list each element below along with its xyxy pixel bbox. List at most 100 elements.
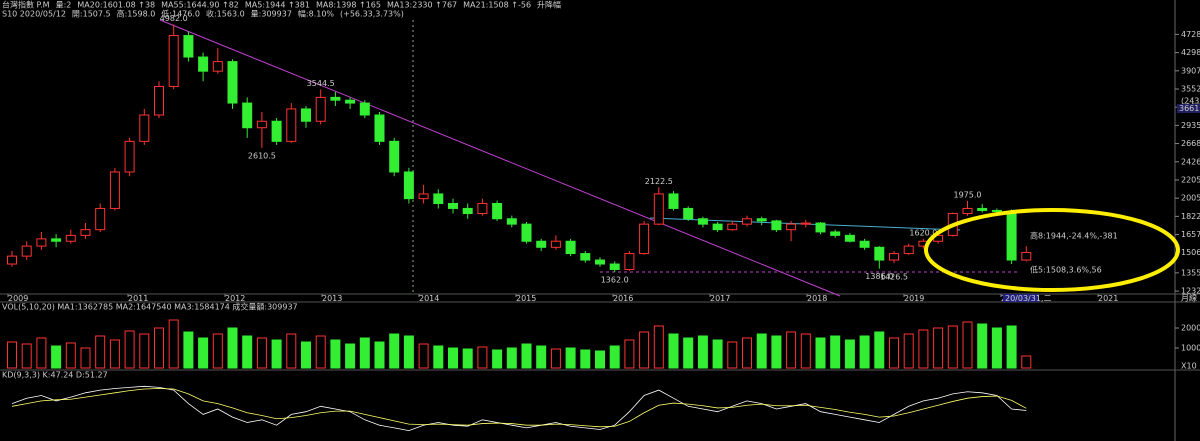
header-item: MA5:1944 ↑381 [245,1,310,10]
x-tick-label: 2011 [128,294,148,303]
volume-bar [51,345,62,369]
header-item: MA8:1398 ↑165 [316,1,381,10]
date-label: 20/03/31,二 [1005,294,1051,303]
volume-bar [286,333,297,369]
volume-bar [580,349,591,369]
volume-bar [374,341,385,369]
candle-body [903,245,914,255]
y-tick-label: 2005.2 [1181,194,1200,203]
kd-line [11,388,1027,428]
volume-bar [154,327,164,369]
header-item: MA20:1601.08 ↑38 [77,1,155,10]
volume-bar [315,335,326,369]
volume-bar [389,333,400,369]
volume-bar [109,339,120,369]
volume-bar [550,348,561,369]
candle-body [756,218,767,222]
candle-body [286,108,297,142]
candle-body [139,114,150,142]
volume-bar [933,327,944,369]
candle-body [21,245,32,257]
x-tick-label: 2019 [904,294,924,303]
candle-body [506,218,517,225]
volume-bar [595,350,605,369]
candle-body [330,96,341,101]
volume-bar [271,339,282,369]
y-tick-label: 3907.5 [1181,66,1200,75]
candle-body [95,207,106,231]
header-item: MA21:1508 ↑-56 [463,1,531,10]
volume-bar [727,341,738,369]
price-annotation: 1426.5 [880,273,908,282]
y-tick-label: 100000 [1181,344,1200,353]
price-annotation: 3544.5 [307,79,335,88]
highlight-ellipse [924,208,1180,292]
candle-body [830,231,841,236]
volume-bar [668,333,679,369]
volume-bar [1021,355,1032,369]
scale-label: X10 [1181,362,1197,371]
y-tick-label: 4728.9 [1181,30,1200,39]
candle-body [301,108,311,122]
candle-body [771,220,782,231]
volume-bar [624,339,635,369]
x-tick-label: 2018 [807,294,827,303]
candle-body [859,240,870,248]
candle-body [742,218,752,225]
panel-title: KD(9,3,3) K:47.24 D:51.27 [2,371,108,380]
volume-bar [565,347,576,369]
date-box [1003,294,1039,302]
y-tick-label: 3552.2 [1181,85,1200,94]
volume-bar [742,337,752,369]
header-item: 收:1563.0 [206,9,245,19]
volume-bar [962,321,973,369]
volume-bar [168,319,179,369]
x-tick-label: 2012 [225,294,245,303]
y-tick-label: 1657.2 [1181,230,1200,239]
candle-body [51,238,62,242]
volume-bar [124,330,135,369]
candle-body [448,202,458,209]
candle-body [962,207,973,215]
candle-body [80,229,91,236]
period-label: 月線 [1181,293,1197,303]
candle-body [492,202,503,220]
volume-bar [21,343,32,369]
volume-bar [918,329,929,369]
candle-body [256,120,267,129]
volume-bar [874,331,885,369]
volume-bar [1006,325,1017,369]
volume-bar [403,335,414,369]
x-tick-label: 2009 [8,294,28,303]
candle-body [580,253,591,261]
volume-bar [227,327,238,369]
header-item: 升降幅 [537,0,561,10]
volume-bar [786,331,797,369]
volume-bar [859,335,870,369]
header-item: MA55:1644.90 ↑82 [161,1,239,10]
y-tick-label: 2668.9 [1181,139,1200,148]
volume-bar [903,333,914,369]
candle-body [683,207,694,220]
candle-body [403,171,414,200]
volume-bar [609,345,620,369]
y-tick-label: 2426.3 [1181,157,1200,166]
candle-body [668,193,679,209]
volume-bar [977,323,988,369]
candle-body [609,263,620,270]
candle-body [462,207,473,215]
volume-bar [301,341,311,369]
candle-body [227,61,238,104]
candle-body [477,202,488,215]
volume-bar [36,337,47,369]
volume-bar [477,346,488,369]
candle-body [977,207,988,211]
volume-bar [359,337,370,369]
candle-body [697,218,708,225]
candle-body [109,171,120,209]
candle-body [1021,252,1032,261]
candle-body [1006,210,1017,261]
header-item: S10 2020/05/12 [2,10,66,19]
candle-body [874,246,885,261]
